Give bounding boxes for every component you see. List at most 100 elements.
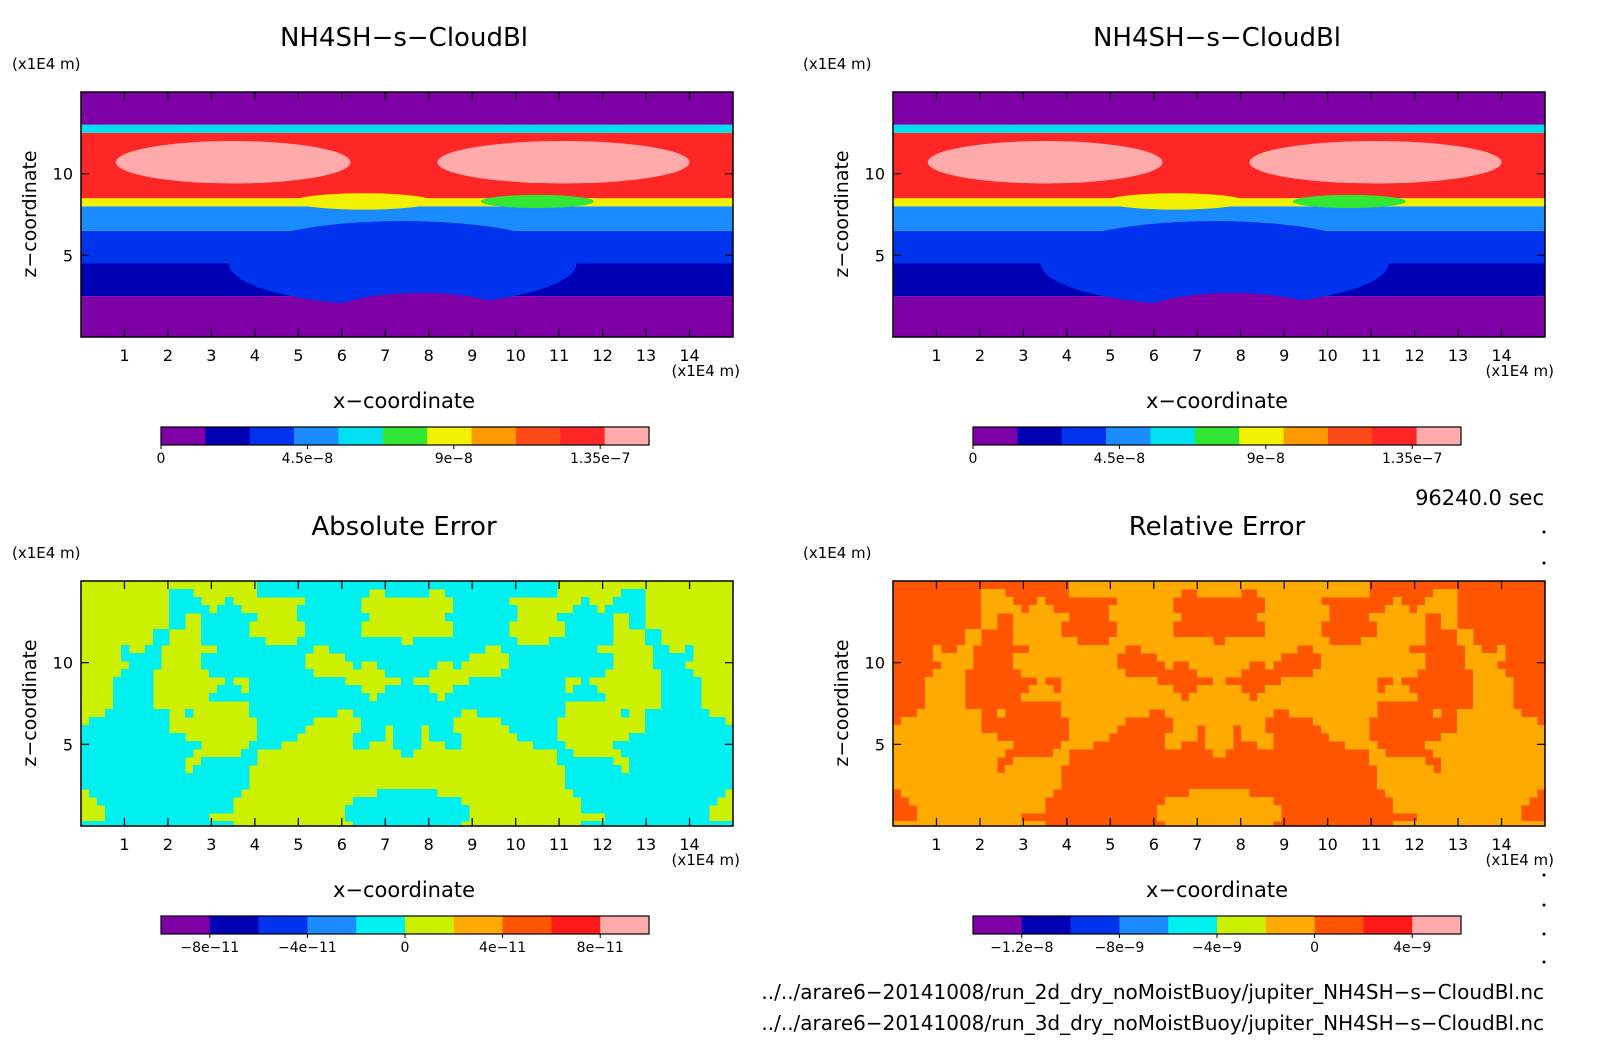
contour-cell bbox=[557, 613, 566, 622]
contour-cell bbox=[265, 645, 274, 654]
contour-cell bbox=[177, 741, 186, 750]
contour-cell bbox=[1205, 813, 1214, 822]
contour-cell bbox=[233, 781, 242, 790]
contour-cell bbox=[629, 789, 638, 798]
contour-cell bbox=[1233, 637, 1242, 646]
contour-cell bbox=[313, 589, 322, 598]
contour-cell bbox=[405, 733, 414, 742]
contour-cell bbox=[225, 757, 234, 766]
contour-cell bbox=[933, 813, 942, 822]
contour-cell bbox=[621, 597, 630, 606]
contour-cell bbox=[193, 821, 202, 826]
contour-cell bbox=[89, 725, 98, 734]
contour-cell bbox=[1289, 597, 1298, 606]
contour-cell bbox=[1165, 709, 1174, 718]
contour-cell bbox=[1385, 685, 1394, 694]
contour-cell bbox=[1361, 637, 1370, 646]
colorbar-tick-label: −4e−9 bbox=[1192, 940, 1242, 956]
contour-cell bbox=[405, 725, 414, 734]
contour-cell bbox=[1021, 669, 1030, 678]
contour-cell bbox=[421, 581, 430, 590]
contour-cell bbox=[1133, 685, 1142, 694]
contour-cell bbox=[1353, 645, 1362, 654]
contour-cell bbox=[1297, 581, 1306, 590]
y-axis-label: z−coordinate bbox=[831, 639, 853, 766]
x-tick-label: 5 bbox=[1105, 835, 1115, 854]
contour-cell bbox=[421, 645, 430, 654]
contour-cell bbox=[105, 733, 114, 742]
contour-cell bbox=[225, 685, 234, 694]
contour-cell bbox=[177, 781, 186, 790]
contour-cell bbox=[509, 717, 518, 726]
contour-cell bbox=[901, 765, 910, 774]
contour-cell bbox=[981, 773, 990, 782]
contour-cell bbox=[1053, 637, 1062, 646]
contour-cell bbox=[989, 741, 998, 750]
contour-cell bbox=[1393, 821, 1402, 826]
contour-cell bbox=[1225, 821, 1234, 826]
contour-cell bbox=[685, 813, 694, 822]
contour-cell bbox=[1441, 757, 1450, 766]
contour-cell bbox=[949, 789, 958, 798]
contour-cell bbox=[461, 805, 470, 814]
contour-cell bbox=[589, 789, 598, 798]
contour-cell bbox=[501, 717, 510, 726]
contour-cell bbox=[1345, 725, 1354, 734]
contour-cell bbox=[1173, 717, 1182, 726]
contour-cell bbox=[1289, 693, 1298, 702]
contour-cell bbox=[393, 581, 402, 590]
contour-cell bbox=[1053, 781, 1062, 790]
contour-cell bbox=[1481, 677, 1490, 686]
contour-cell bbox=[1401, 765, 1410, 774]
contour-cell bbox=[1505, 773, 1514, 782]
contour-cell bbox=[493, 581, 502, 590]
contour-cell bbox=[1077, 733, 1086, 742]
contour-cell bbox=[385, 581, 394, 590]
contour-cell bbox=[413, 669, 422, 678]
contour-cell bbox=[661, 709, 670, 718]
contour-cell bbox=[241, 757, 250, 766]
contour-cell bbox=[653, 629, 662, 638]
contour-cell bbox=[1481, 701, 1490, 710]
contour-cell bbox=[113, 813, 122, 822]
contour-cell bbox=[1133, 589, 1142, 598]
contour-cell bbox=[661, 661, 670, 670]
contour-cell bbox=[121, 701, 130, 710]
contour-cell bbox=[1149, 637, 1158, 646]
contour-cell bbox=[901, 821, 910, 826]
contour-cell bbox=[677, 821, 686, 826]
contour-cell bbox=[477, 637, 486, 646]
contour-cell bbox=[1225, 797, 1234, 806]
contour-cell bbox=[1225, 669, 1234, 678]
contour-cell bbox=[321, 701, 330, 710]
colorbar-swatch bbox=[1106, 427, 1151, 445]
contour-cell bbox=[933, 645, 942, 654]
contour-cell bbox=[1157, 701, 1166, 710]
contour-cell bbox=[965, 733, 974, 742]
contour-cell bbox=[1529, 821, 1538, 826]
contour-cell bbox=[225, 789, 234, 798]
contour-cell bbox=[1141, 597, 1150, 606]
contour-cell bbox=[941, 693, 950, 702]
contour-cell bbox=[1037, 765, 1046, 774]
contour-cell bbox=[193, 805, 202, 814]
x-tick-label: 10 bbox=[1317, 346, 1337, 365]
contour-cell bbox=[1125, 621, 1134, 630]
contour-cell bbox=[989, 613, 998, 622]
contour-cell bbox=[345, 693, 354, 702]
contour-cell bbox=[241, 749, 250, 758]
contour-cell bbox=[113, 717, 122, 726]
contour-cell bbox=[1037, 821, 1046, 826]
contour-cell bbox=[925, 773, 934, 782]
contour-cell bbox=[589, 765, 598, 774]
contour-cell bbox=[693, 757, 702, 766]
contour-cell bbox=[541, 701, 550, 710]
contour-cell bbox=[1173, 813, 1182, 822]
x-tick-label: 14 bbox=[679, 835, 699, 854]
contour-cell bbox=[113, 741, 122, 750]
contour-cell bbox=[693, 789, 702, 798]
contour-cell bbox=[345, 589, 354, 598]
colorbar-tick-label: −8e−11 bbox=[180, 940, 239, 956]
contour-cell bbox=[1257, 693, 1266, 702]
contour-cell bbox=[1305, 589, 1314, 598]
